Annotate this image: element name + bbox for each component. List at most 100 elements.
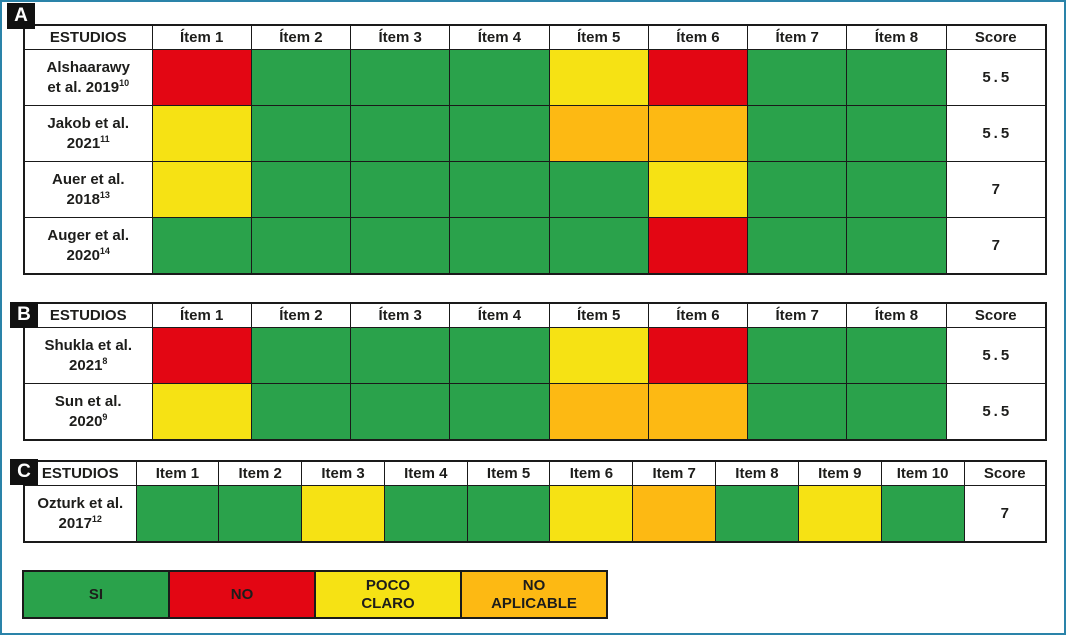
rating-cell-poco-claro — [151, 161, 252, 218]
rating-cell-si — [846, 49, 947, 106]
rating-cell-no-aplicable — [548, 105, 649, 162]
score-value: 5.5 — [945, 49, 1047, 106]
legend-item-label: POCO — [365, 577, 411, 595]
legend-item-no: NO — [170, 572, 316, 617]
rating-cell-si — [349, 327, 451, 384]
reference-superscript: 13 — [99, 189, 110, 200]
table-row: Auger et al. 202014 7 — [23, 217, 1047, 275]
rating-cell-si — [250, 49, 352, 106]
rating-cell-si — [349, 49, 451, 106]
rating-cell-si — [449, 383, 550, 441]
rating-cell-poco-claro — [647, 161, 749, 218]
legend-item-poco-claro: POCO CLARO — [316, 572, 462, 617]
rating-cell-si — [746, 327, 848, 384]
rating-cell-si — [151, 217, 252, 275]
legend-item-label: APLICABLE — [491, 594, 577, 612]
score-value: 7 — [945, 217, 1047, 275]
legend-item-si: SI — [24, 572, 170, 617]
study-name: Sun et al. 20209 — [23, 383, 153, 441]
table-row: Alshaarawy et al. 201910 5.5 — [23, 49, 1047, 106]
rating-cell-si — [135, 485, 220, 543]
rating-cell-poco-claro — [301, 485, 385, 543]
rating-cell-si — [846, 105, 947, 162]
score-value: 5.5 — [945, 105, 1047, 162]
rating-cell-si — [449, 217, 550, 275]
rating-cell-si — [846, 327, 947, 384]
rating-cell-si — [349, 217, 451, 275]
rating-cell-si — [250, 383, 352, 441]
column-header: Score — [945, 302, 1047, 328]
rating-cell-si — [349, 161, 451, 218]
rating-cell-si — [846, 161, 947, 218]
column-header: Ítem 6 — [647, 302, 749, 328]
rating-cell-si — [746, 161, 848, 218]
rating-cell-poco-claro — [548, 49, 649, 106]
rating-cell-poco-claro — [151, 105, 252, 162]
column-header: Ítem 1 — [151, 302, 252, 328]
rating-cell-si — [383, 485, 468, 543]
table-row: Auer et al. 201813 7 — [23, 161, 1047, 218]
column-header: ESTUDIOS — [23, 302, 153, 328]
column-header: Ítem 8 — [846, 24, 947, 50]
column-header: Ítem 1 — [151, 24, 252, 50]
column-header: Item 10 — [880, 460, 965, 486]
column-header: ESTUDIOS — [23, 460, 137, 486]
column-header: Ítem 2 — [250, 24, 352, 50]
column-header: Item 9 — [797, 460, 882, 486]
column-header: Ítem 2 — [250, 302, 352, 328]
rating-cell-no — [647, 217, 749, 275]
rating-cell-si — [449, 161, 550, 218]
column-header: Item 4 — [383, 460, 468, 486]
rating-cell-poco-claro — [797, 485, 882, 543]
legend-item-label: SI — [88, 585, 104, 603]
legend-item-label: NO — [522, 577, 546, 595]
score-value: 7 — [945, 161, 1047, 218]
column-header: Ítem 8 — [846, 302, 947, 328]
rating-cell-si — [250, 327, 352, 384]
header-row: ESTUDIOS Item 1 Item 2 Item 3 Item 4 Item 5 It… — [23, 460, 1047, 486]
column-header: Item 2 — [218, 460, 303, 486]
score-value: 7 — [963, 485, 1047, 543]
study-name: Alshaarawy et al. 201910 — [23, 49, 153, 106]
rating-cell-si — [349, 105, 451, 162]
rating-cell-no — [151, 49, 252, 106]
column-header: Item 7 — [632, 460, 717, 486]
legend-item-label: CLARO — [361, 594, 415, 612]
column-header: Item 3 — [301, 460, 385, 486]
rating-cell-si — [746, 217, 848, 275]
rating-cell-si — [349, 383, 451, 441]
score-value: 5.5 — [945, 327, 1047, 384]
reference-superscript: 10 — [119, 77, 130, 88]
column-header: Item 1 — [135, 460, 220, 486]
study-name: Auger et al. 202014 — [23, 217, 153, 275]
rating-cell-si — [449, 327, 550, 384]
header-row: ESTUDIOS Ítem 1 Ítem 2 Ítem 3 Ítem 4 Ítem 5 Ít… — [23, 24, 1047, 50]
rating-cell-si — [250, 161, 352, 218]
rating-cell-si — [449, 49, 550, 106]
column-header: Item 6 — [549, 460, 634, 486]
rating-cell-si — [880, 485, 965, 543]
column-header: Ítem 4 — [449, 302, 550, 328]
column-header: Ítem 5 — [548, 24, 649, 50]
rating-cell-no-aplicable — [647, 105, 749, 162]
column-header: Score — [945, 24, 1047, 50]
reference-superscript: 8 — [102, 355, 108, 366]
rating-cell-si — [548, 161, 649, 218]
section-label-b: B — [10, 302, 38, 328]
study-name: Shukla et al. 20218 — [23, 327, 153, 384]
legend-item-label: NO — [230, 585, 254, 603]
rating-cell-si — [846, 383, 947, 441]
rating-cell-si — [466, 485, 551, 543]
score-value: 5.5 — [945, 383, 1047, 441]
rating-cell-si — [746, 383, 848, 441]
column-header: Ítem 7 — [746, 24, 848, 50]
legend: SI NO POCO CLARO NO APLICABLE — [22, 570, 608, 619]
column-header: Item 8 — [715, 460, 799, 486]
study-name: Auer et al. 201813 — [23, 161, 153, 218]
rating-cell-no-aplicable — [548, 383, 649, 441]
rating-cell-poco-claro — [549, 485, 634, 543]
rating-cell-si — [250, 105, 352, 162]
